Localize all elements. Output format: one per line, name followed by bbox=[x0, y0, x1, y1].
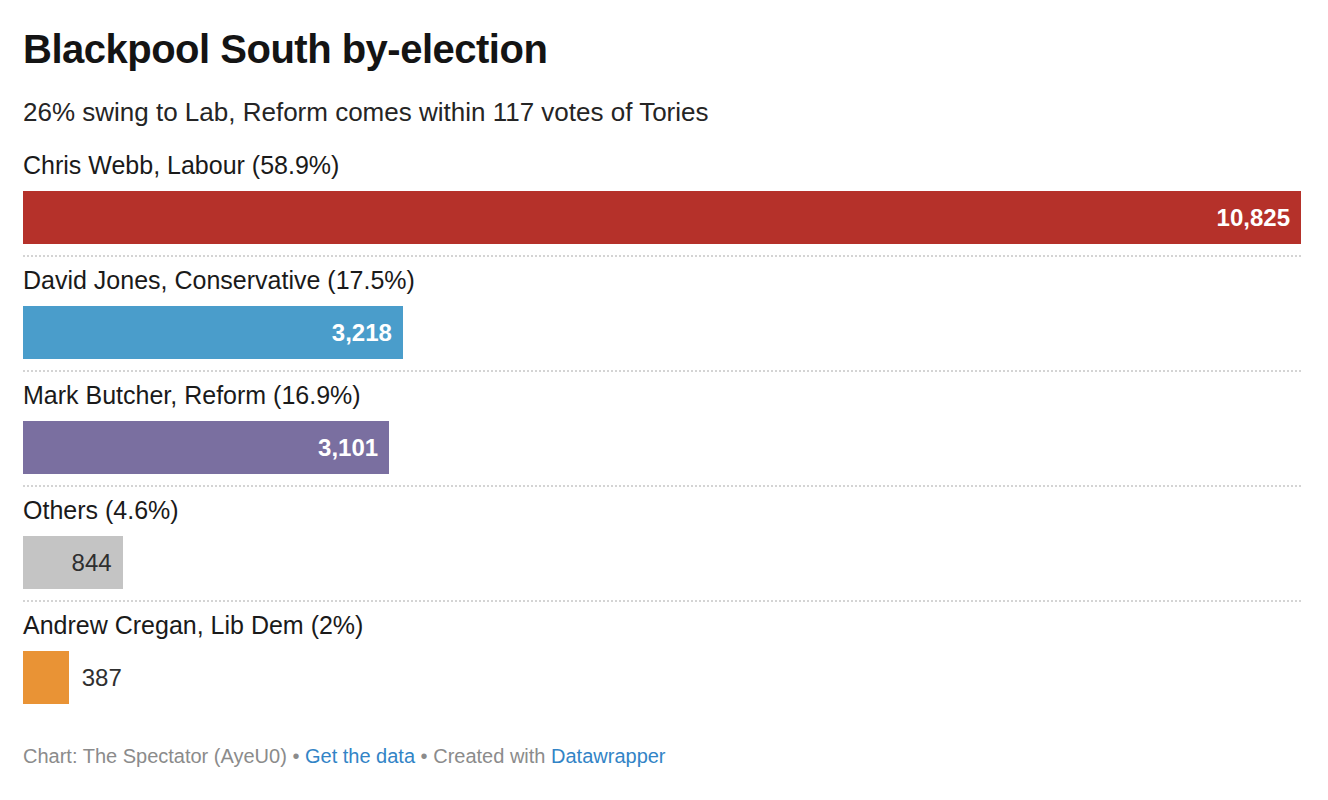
bar-track: 844 bbox=[23, 536, 1301, 589]
datawrapper-link[interactable]: Datawrapper bbox=[551, 745, 666, 767]
bar-chart: Chris Webb, Labour (58.9%) 10,825 David Jo… bbox=[23, 151, 1301, 704]
row-separator bbox=[23, 370, 1301, 372]
page-title: Blackpool South by-election bbox=[23, 26, 1301, 72]
bar-row: Others (4.6%) 844 bbox=[23, 496, 1301, 602]
bar-row: Mark Butcher, Reform (16.9%) 3,101 bbox=[23, 381, 1301, 487]
created-with-text: Created with bbox=[433, 745, 545, 767]
bar-label: Andrew Cregan, Lib Dem (2%) bbox=[23, 611, 1301, 639]
row-separator bbox=[23, 255, 1301, 257]
bar-value: 844 bbox=[72, 549, 112, 577]
row-separator bbox=[23, 600, 1301, 602]
bar-track: 387 bbox=[23, 651, 1301, 704]
bar-label: Chris Webb, Labour (58.9%) bbox=[23, 151, 1301, 179]
bar-row: Andrew Cregan, Lib Dem (2%) 387 bbox=[23, 611, 1301, 704]
bar-track: 3,218 bbox=[23, 306, 1301, 359]
bar-value: 3,218 bbox=[332, 319, 392, 347]
bar-row: Chris Webb, Labour (58.9%) 10,825 bbox=[23, 151, 1301, 257]
chart-container: Blackpool South by-election 26% swing to… bbox=[0, 0, 1328, 768]
bar-track: 10,825 bbox=[23, 191, 1301, 244]
bar: 844 bbox=[23, 536, 123, 589]
row-separator bbox=[23, 485, 1301, 487]
bar-label: David Jones, Conservative (17.5%) bbox=[23, 266, 1301, 294]
bar: 10,825 bbox=[23, 191, 1301, 244]
footer: Chart: The Spectator (AyeU0) • Get the d… bbox=[23, 744, 1301, 768]
bar bbox=[23, 651, 69, 704]
bar-label: Mark Butcher, Reform (16.9%) bbox=[23, 381, 1301, 409]
get-the-data-link[interactable]: Get the data bbox=[305, 745, 415, 767]
bar-label: Others (4.6%) bbox=[23, 496, 1301, 524]
chart-subtitle: 26% swing to Lab, Reform comes within 11… bbox=[23, 96, 1301, 128]
bar-track: 3,101 bbox=[23, 421, 1301, 474]
bar-value: 387 bbox=[82, 664, 122, 692]
bar-value: 10,825 bbox=[1217, 204, 1290, 232]
bar-row: David Jones, Conservative (17.5%) 3,218 bbox=[23, 266, 1301, 372]
bar: 3,218 bbox=[23, 306, 403, 359]
bullet-separator: • bbox=[421, 745, 428, 767]
bullet-separator: • bbox=[292, 745, 299, 767]
bar-value: 3,101 bbox=[318, 434, 378, 462]
attribution-text: Chart: The Spectator (AyeU0) bbox=[23, 745, 287, 767]
bar: 3,101 bbox=[23, 421, 389, 474]
